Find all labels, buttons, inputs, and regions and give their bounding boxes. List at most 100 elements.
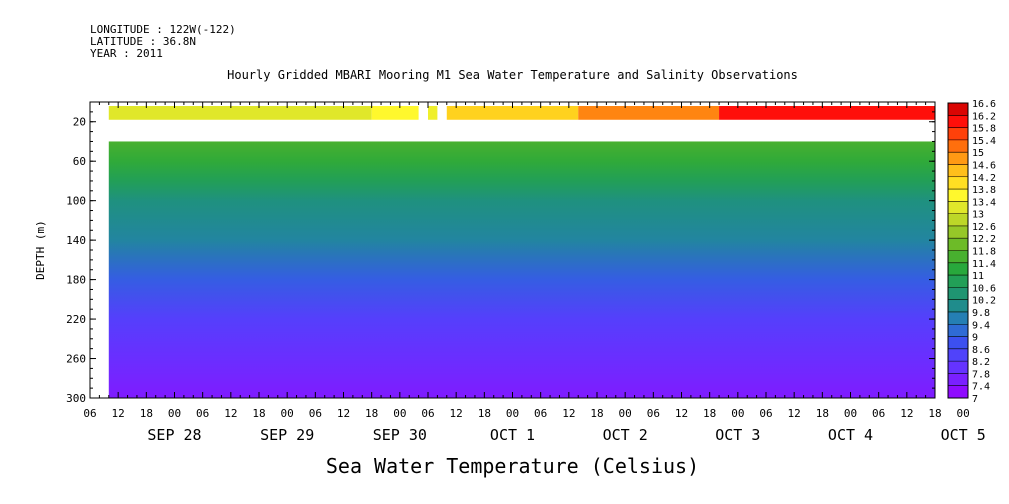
- x-hour-label: 00: [844, 407, 857, 420]
- x-hour-label: 18: [816, 407, 829, 420]
- x-hour-label: 06: [83, 407, 96, 420]
- colorbar-swatch: [948, 348, 968, 362]
- x-hour-label: 12: [675, 407, 688, 420]
- x-hour-label: 12: [450, 407, 463, 420]
- colorbar-tick-label: 15.8: [972, 124, 996, 135]
- y-tick-label: 180: [66, 274, 86, 287]
- x-day-label: SEP 30: [373, 426, 427, 444]
- x-day-label: SEP 28: [147, 426, 201, 444]
- y-tick-label: 20: [73, 116, 86, 129]
- x-day-label: OCT 3: [715, 426, 760, 444]
- colorbar-swatch: [948, 287, 968, 301]
- surface-segment-0: [108, 106, 372, 120]
- surface-segment-5: [719, 106, 935, 120]
- colorbar-swatch: [948, 250, 968, 264]
- colorbar-tick-label: 12.2: [972, 234, 996, 245]
- x-hour-label: 06: [534, 407, 547, 420]
- surface-segment-4: [578, 106, 720, 120]
- colorbar-swatch: [948, 385, 968, 399]
- x-day-label: OCT 1: [490, 426, 535, 444]
- colorbar-swatch: [948, 201, 968, 215]
- colorbar-tick-label: 14.6: [972, 160, 996, 171]
- x-hour-label: 06: [759, 407, 772, 420]
- y-tick-label: 220: [66, 313, 86, 326]
- colorbar-swatch: [948, 139, 968, 153]
- x-hour-label: 00: [506, 407, 519, 420]
- x-hour-label: 12: [337, 407, 350, 420]
- colorbar-tick-label: 16.2: [972, 111, 996, 122]
- colorbar-swatch: [948, 189, 968, 202]
- colorbar-tick-label: 10.6: [972, 283, 996, 294]
- x-hour-label: 00: [731, 407, 744, 420]
- colorbar-swatch: [948, 115, 968, 129]
- colorbar-swatch: [948, 275, 968, 288]
- colorbar-tick-label: 11.8: [972, 247, 996, 258]
- colorbar-swatch: [948, 324, 968, 338]
- colorbar-tick-label: 13.8: [972, 185, 996, 196]
- y-tick-label: 140: [66, 234, 86, 247]
- x-hour-label: 12: [562, 407, 575, 420]
- y-tick-label: 100: [66, 195, 86, 208]
- chart-title: Hourly Gridded MBARI Mooring M1 Sea Wate…: [227, 68, 798, 82]
- y-tick-label: 60: [73, 155, 86, 168]
- x-hour-label: 18: [928, 407, 941, 420]
- colorbar-swatch: [948, 127, 968, 141]
- colorbar-tick-label: 10.2: [972, 296, 996, 307]
- colorbar-tick-label: 15: [972, 148, 984, 159]
- colorbar-swatch: [948, 336, 968, 350]
- colorbar-tick-label: 12.6: [972, 222, 996, 233]
- temperature-field: [108, 141, 936, 398]
- x-hour-label: 00: [168, 407, 181, 420]
- x-hour-label: 00: [393, 407, 406, 420]
- colorbar-swatch: [948, 238, 968, 251]
- colorbar-tick-label: 11: [972, 271, 984, 282]
- colorbar-swatch: [948, 373, 968, 387]
- colorbar-tick-label: 7.4: [972, 382, 990, 393]
- surface-segment-3: [446, 106, 579, 120]
- x-hour-label: 06: [872, 407, 885, 420]
- colorbar-swatch: [948, 164, 968, 178]
- longitude-label: LONGITUDE : 122W(-122): [90, 23, 236, 36]
- x-day-label: OCT 5: [941, 426, 986, 444]
- colorbar-swatch: [948, 213, 968, 227]
- x-hour-label: 00: [619, 407, 632, 420]
- x-hour-label: 06: [309, 407, 322, 420]
- x-hour-label: 12: [224, 407, 237, 420]
- x-hour-label: 06: [647, 407, 660, 420]
- x-day-label: SEP 29: [260, 426, 314, 444]
- colorbar-tick-label: 13.4: [972, 197, 996, 208]
- colorbar-swatch: [948, 176, 968, 190]
- colorbar-tick-label: 8.6: [972, 345, 990, 356]
- colorbar-swatch: [948, 225, 968, 239]
- x-hour-label: 18: [590, 407, 603, 420]
- colorbar-swatch: [948, 103, 968, 116]
- x-hour-label: 12: [112, 407, 125, 420]
- x-hour-label: 12: [788, 407, 801, 420]
- x-day-label: OCT 2: [603, 426, 648, 444]
- y-tick-label: 260: [66, 353, 86, 366]
- year-label: YEAR : 2011: [90, 47, 163, 60]
- colorbar-tick-label: 14.2: [972, 173, 996, 184]
- colorbar-quantity-label: Sea Water Temperature (Celsius): [325, 454, 700, 478]
- surface-segment-1: [371, 106, 419, 120]
- latitude-label: LATITUDE : 36.8N: [90, 35, 196, 48]
- x-hour-label: 06: [421, 407, 434, 420]
- x-hour-label: 00: [281, 407, 294, 420]
- colorbar-tick-label: 13: [972, 210, 984, 221]
- x-hour-label: 06: [196, 407, 209, 420]
- colorbar-tick-label: 8.2: [972, 357, 990, 368]
- x-hour-label: 18: [140, 407, 153, 420]
- colorbar-tick-label: 16.6: [972, 99, 996, 110]
- colorbar-swatch: [948, 311, 968, 325]
- colorbar-tick-label: 9.8: [972, 308, 990, 319]
- y-axis-label: DEPTH (m): [34, 220, 47, 280]
- x-hour-label: 18: [365, 407, 378, 420]
- colorbar-tick-label: 9: [972, 333, 978, 344]
- colorbar-swatch: [948, 262, 968, 276]
- colorbar-swatch: [948, 361, 968, 374]
- x-hour-label: 18: [478, 407, 491, 420]
- x-hour-label: 18: [703, 407, 716, 420]
- colorbar-tick-label: 11.4: [972, 259, 996, 270]
- colorbar-tick-label: 7.8: [972, 369, 990, 380]
